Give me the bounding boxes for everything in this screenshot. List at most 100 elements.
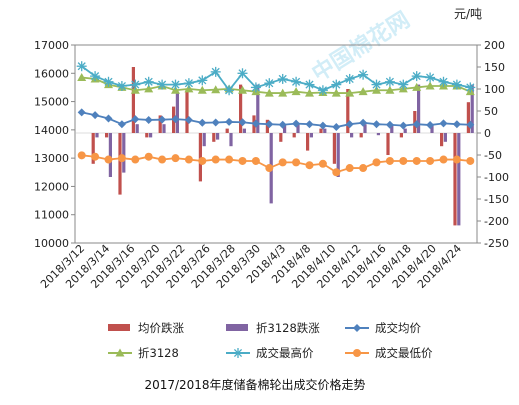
legend-item: 均价跌涨 — [108, 321, 184, 335]
point-min-price — [225, 155, 234, 164]
point-fold3128-price — [130, 85, 140, 94]
bar-avg-change — [145, 133, 149, 138]
point-min-price — [91, 152, 100, 161]
point-max-price — [398, 79, 409, 90]
bar-fold3128-change — [95, 133, 99, 138]
bar-avg-change — [212, 133, 216, 142]
point-avg-price — [198, 118, 207, 127]
point-max-price — [143, 76, 154, 87]
bar-fold3128-change — [443, 133, 447, 142]
bar-fold3128-change — [202, 133, 206, 147]
legend-label: 成交均价 — [375, 321, 421, 335]
bar-fold3128-change — [309, 133, 313, 138]
bar-fold3128-change — [430, 124, 434, 133]
bar-avg-change — [359, 133, 363, 138]
point-avg-price — [117, 120, 126, 129]
bar-fold3128-change — [283, 124, 287, 133]
point-max-price — [237, 68, 248, 79]
bar-avg-change — [105, 133, 109, 138]
point-max-price — [384, 76, 395, 87]
point-avg-price — [278, 120, 287, 129]
line-max-price — [81, 65, 471, 92]
point-max-price — [224, 85, 235, 96]
bar-fold3128-change — [417, 84, 421, 133]
point-min-price — [332, 168, 341, 177]
point-max-price — [90, 71, 101, 82]
point-min-price — [345, 164, 354, 173]
legend-item: 折3128跌涨 — [226, 321, 320, 335]
legend-marker — [115, 348, 125, 357]
y-right-tick-label: -250 — [484, 237, 509, 250]
y-right-tick-label: -100 — [484, 171, 509, 184]
point-avg-price — [359, 118, 368, 127]
chart-title: 2017/2018年度储备棉轮出成交价格走势 — [144, 377, 365, 392]
point-max-price — [304, 79, 315, 90]
y-left-tick-label: 12000 — [34, 180, 69, 193]
point-min-price — [466, 156, 475, 165]
point-avg-price — [211, 118, 220, 127]
y-right-tick-label: -200 — [484, 215, 509, 228]
point-avg-price — [158, 115, 167, 124]
point-fold3128-price — [385, 85, 395, 94]
y-left-tick-label: 15000 — [34, 96, 69, 109]
bar-fold3128-change — [336, 133, 340, 177]
point-max-price — [210, 66, 221, 77]
point-min-price — [265, 164, 274, 173]
point-max-price — [344, 73, 355, 84]
legend-item: 成交最低价 — [345, 346, 433, 360]
point-min-price — [385, 156, 394, 165]
point-min-price — [238, 156, 247, 165]
legend-marker — [233, 348, 243, 358]
point-fold3128-price — [358, 87, 368, 96]
legend-swatch — [108, 324, 130, 331]
point-fold3128-price — [77, 73, 87, 82]
point-avg-price — [399, 121, 408, 130]
point-min-price — [171, 154, 180, 163]
point-max-price — [264, 78, 275, 89]
point-min-price — [278, 158, 287, 167]
point-avg-price — [332, 123, 341, 132]
point-avg-price — [265, 120, 274, 129]
point-avg-price — [292, 119, 301, 128]
bar-avg-change — [225, 128, 229, 133]
bar-avg-change — [239, 84, 243, 133]
point-min-price — [426, 156, 435, 165]
bar-avg-change — [265, 119, 269, 133]
point-avg-price — [144, 115, 153, 124]
point-max-price — [358, 69, 369, 80]
point-min-price — [399, 156, 408, 165]
bar-avg-change — [91, 133, 95, 164]
y-right-tick-label: 200 — [484, 39, 505, 52]
point-avg-price — [91, 111, 100, 120]
point-max-price — [76, 61, 87, 72]
point-max-price — [465, 82, 476, 93]
point-max-price — [130, 79, 141, 90]
bar-fold3128-change — [296, 124, 300, 133]
point-avg-price — [251, 119, 260, 128]
point-avg-price — [238, 118, 247, 127]
point-min-price — [412, 156, 421, 165]
line-avg-price — [81, 111, 471, 128]
y-left-tick-label: 10000 — [34, 237, 69, 250]
legend-marker — [353, 324, 361, 332]
legend-item: 成交最高价 — [226, 346, 314, 360]
point-min-price — [359, 164, 368, 173]
legend-item: 折3128 — [108, 346, 179, 360]
y-right-tick-label: 100 — [484, 83, 505, 96]
point-avg-price — [305, 120, 314, 129]
bar-avg-change — [413, 111, 417, 133]
bar-fold3128-change — [135, 124, 139, 133]
point-avg-price — [171, 115, 180, 124]
point-max-price — [250, 82, 261, 93]
point-max-price — [411, 71, 422, 82]
point-avg-price — [412, 120, 421, 129]
line-min-price — [81, 154, 471, 174]
bar-avg-change — [399, 133, 403, 138]
y-right-tick-label: 50 — [484, 105, 498, 118]
point-avg-price — [131, 115, 140, 124]
bar-fold3128-change — [470, 84, 474, 133]
point-avg-price — [184, 115, 193, 124]
point-fold3128-price — [211, 85, 221, 94]
point-max-price — [331, 79, 342, 90]
